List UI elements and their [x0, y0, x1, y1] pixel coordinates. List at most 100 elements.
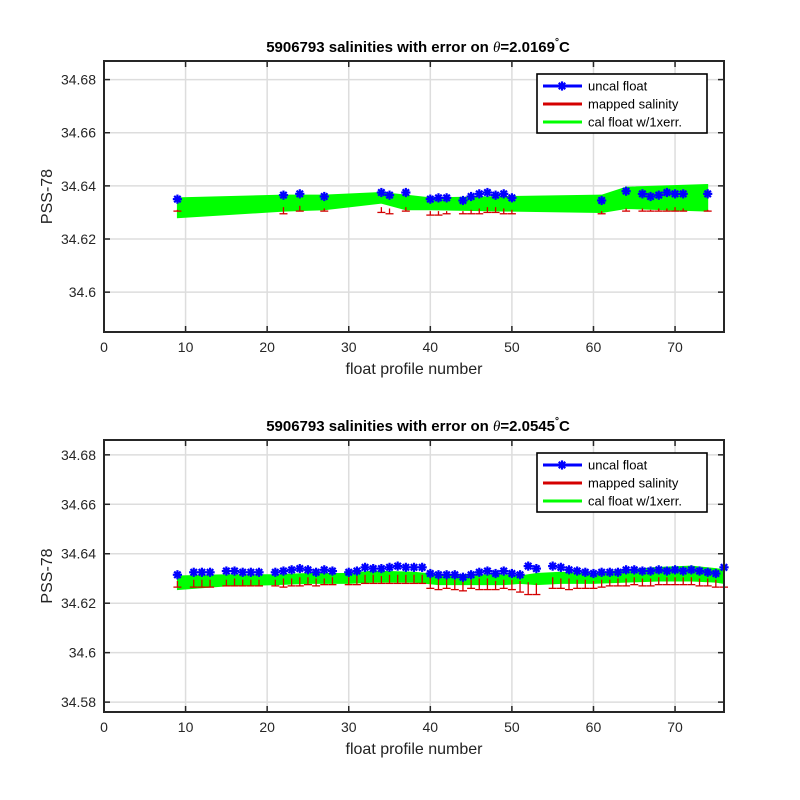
uncal-float-point [662, 187, 672, 198]
uncal-float-point-stroke [499, 567, 508, 576]
uncal-float-point-stroke [662, 188, 671, 197]
uncal-float-point [433, 570, 444, 580]
uncal-float-point-stroke [279, 567, 288, 576]
x-tick-label: 30 [341, 719, 357, 735]
uncal-float-point [670, 189, 680, 199]
uncal-float-point-stroke [385, 191, 394, 200]
uncal-float-point-stroke [524, 562, 533, 571]
uncal-float-point-stroke [458, 573, 467, 582]
uncal-float-point-stroke [483, 188, 492, 197]
uncal-float-point [189, 567, 199, 577]
uncal-float-point-stroke [638, 567, 647, 576]
x-tick-label: 40 [423, 339, 439, 355]
uncal-float-point [368, 563, 378, 574]
x-tick-label: 60 [586, 719, 602, 735]
axes-box [103, 439, 725, 713]
title-theta: θ [493, 419, 501, 435]
uncal-float-point [246, 567, 256, 577]
mapped-salinity-series [173, 205, 712, 216]
uncal-float-point-stroke [589, 569, 598, 578]
uncal-float-point-stroke [173, 570, 182, 579]
y-tick-label: 34.64 [61, 178, 96, 194]
x-tick-label: 0 [100, 339, 108, 355]
uncal-float-point-stroke [654, 191, 663, 200]
x-tick-label: 20 [259, 339, 275, 355]
uncal-float-point [401, 562, 411, 572]
x-tick-label: 70 [667, 339, 683, 355]
y-tick-label: 34.66 [61, 496, 96, 512]
uncal-float-point [409, 562, 419, 572]
uncal-float-series [172, 561, 729, 582]
uncal-float-point-stroke [295, 564, 304, 573]
uncal-float-point [490, 190, 501, 200]
uncal-float-point-stroke [352, 567, 361, 576]
mapped-salinity-series [173, 574, 728, 596]
uncal-float-point-stroke [687, 565, 696, 574]
uncal-float-point-stroke [597, 196, 606, 205]
uncal-float-point-stroke [303, 565, 312, 574]
y-axis-label: PSS-78 [39, 548, 56, 603]
uncal-float-point [376, 187, 386, 198]
uncal-float-point-stroke [295, 189, 304, 198]
uncal-float-point [401, 187, 411, 198]
uncal-float-point [703, 189, 713, 199]
uncal-float-point [205, 567, 215, 577]
legend-label: mapped salinity [588, 476, 679, 491]
uncal-float-point-stroke [426, 195, 435, 204]
uncal-float-point [295, 189, 305, 199]
uncal-float-point [711, 568, 721, 579]
uncal-float-point-stroke [442, 570, 451, 579]
uncal-float-point [344, 567, 354, 577]
uncal-float-point-stroke [597, 568, 606, 577]
uncal-float-point-stroke [565, 565, 573, 574]
uncal-float-point-stroke [401, 563, 410, 572]
uncal-float-point-stroke [206, 568, 215, 577]
uncal-float-point [474, 189, 484, 199]
uncal-float-point [637, 566, 648, 576]
uncal-float-point-stroke [679, 567, 688, 576]
x-axis-label: float profile number [346, 741, 484, 758]
uncal-float-point-stroke [418, 563, 427, 572]
y-tick-label: 34.6 [69, 284, 96, 300]
legend: uncal float mapped salinity cal float w/1x… [536, 73, 708, 134]
uncal-float-point [703, 567, 713, 577]
uncal-float-point [678, 189, 688, 199]
panel-2: 0 10 20 30 40 50 60 70 34.58 34.6 34.62 34.64 34.66 3… [39, 416, 729, 758]
y-tick-label: 34.64 [61, 546, 96, 562]
uncal-float-point-stroke [442, 193, 451, 202]
x-tick-label: 70 [667, 719, 683, 735]
x-tick-label: 10 [178, 339, 194, 355]
uncal-float-point [172, 570, 183, 580]
legend-label: cal float w/1xerr. [588, 115, 682, 130]
uncal-float-point-stroke [458, 196, 467, 205]
uncal-float-point [531, 563, 541, 574]
x-tick-label: 30 [341, 339, 357, 355]
uncal-float-point [287, 565, 297, 575]
title-theta: θ [493, 40, 501, 56]
uncal-float-point [270, 567, 280, 577]
chart-title: 5906793 salinities with error on θ=2.054… [266, 416, 570, 435]
uncal-float-point [327, 566, 338, 576]
uncal-float-point [254, 567, 264, 577]
uncal-float-point [458, 195, 468, 206]
uncal-float-point [384, 562, 395, 572]
uncal-float-point-stroke [630, 565, 639, 574]
x-tick-label: 40 [423, 719, 439, 735]
uncal-float-point-stroke [605, 568, 614, 577]
uncal-float-point [197, 567, 207, 577]
uncal-float-point-stroke [328, 567, 337, 576]
uncal-float-point-stroke [320, 565, 329, 574]
uncal-float-point-stroke [475, 568, 484, 577]
uncal-float-point [686, 565, 696, 575]
uncal-float-point [645, 191, 656, 202]
uncal-float-point-stroke [703, 568, 712, 577]
title-value: =2.0545 [500, 418, 555, 435]
uncal-float-point [564, 565, 574, 575]
uncal-float-point [442, 570, 452, 580]
x-tick-label: 20 [259, 719, 275, 735]
uncal-float-point [303, 565, 313, 575]
uncal-float-point-stroke [385, 563, 394, 572]
uncal-float-point [556, 562, 566, 572]
uncal-float-point-stroke [410, 563, 418, 572]
